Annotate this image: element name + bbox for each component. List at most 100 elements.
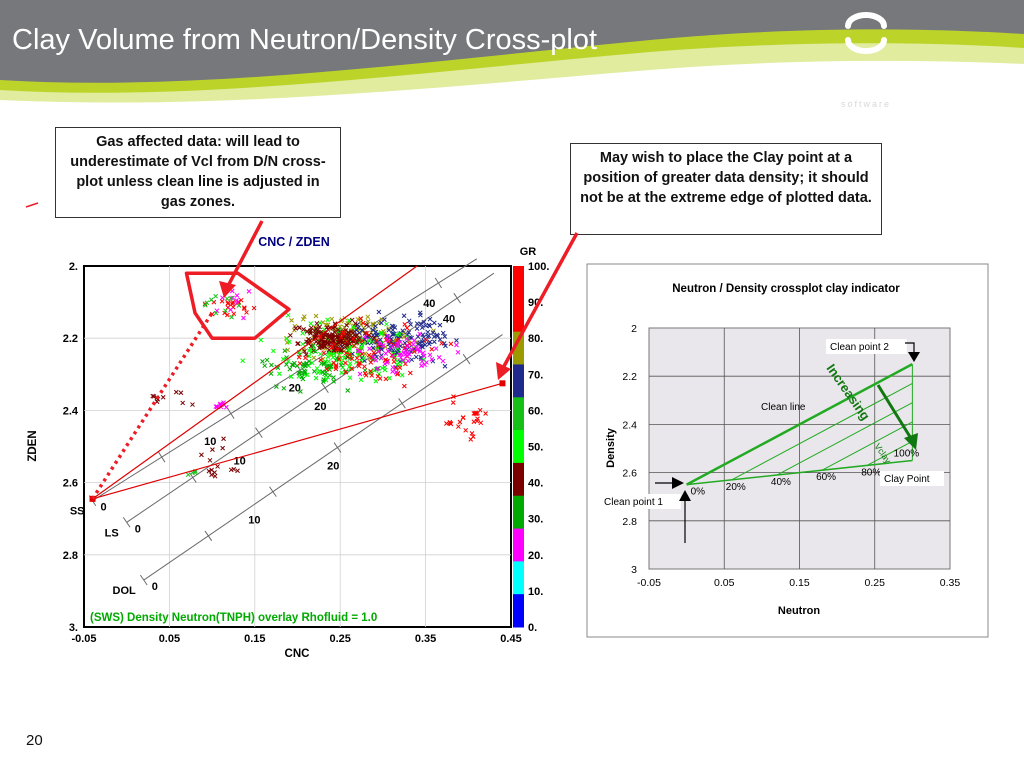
scatter-point <box>350 330 356 336</box>
scatter-point <box>457 419 463 425</box>
colorbar-swatch <box>513 397 524 431</box>
scatter-point <box>347 352 353 357</box>
stray-mark <box>25 202 39 208</box>
header-white-base <box>0 60 1024 125</box>
lithology-name-label: SS <box>70 506 85 518</box>
vclay-line <box>731 382 913 481</box>
scatter-point <box>356 361 361 366</box>
scatter-point <box>306 353 312 359</box>
scatter-point <box>325 317 330 323</box>
scatter-point <box>401 313 407 319</box>
scatter-point <box>363 330 368 336</box>
scatter-point <box>362 364 367 369</box>
scatter-point <box>427 339 433 345</box>
y-tick-label: 2.6 <box>63 478 78 490</box>
scatter-point <box>301 326 306 332</box>
scatter-point <box>334 334 340 340</box>
lithology-name-label: LS <box>105 527 119 539</box>
scatter-point <box>242 306 247 311</box>
lithology-line-ls <box>126 272 495 523</box>
scatter-point <box>284 362 289 367</box>
scatter-point <box>477 407 483 413</box>
scatter-point <box>331 342 337 347</box>
scatter-point <box>344 343 350 348</box>
scatter-point <box>203 302 208 308</box>
scatter-point <box>234 293 240 298</box>
scatter-point <box>414 321 420 326</box>
scatter-point <box>338 348 344 353</box>
lithology-line-dol <box>143 334 503 581</box>
scatter-point <box>383 376 389 382</box>
scatter-point <box>151 394 157 399</box>
slide-number: 20 <box>26 732 43 749</box>
clay-point-label-bg <box>880 471 944 486</box>
scatter-point <box>402 383 407 389</box>
scatter-point <box>431 320 437 326</box>
lithology-porosity-label: 40 <box>443 314 455 326</box>
scatter-point <box>355 325 361 331</box>
scatter-point <box>331 360 336 366</box>
scatter-point <box>178 390 184 396</box>
scatter-point <box>360 320 366 326</box>
scatter-point <box>304 329 310 334</box>
scatter-point <box>418 312 423 318</box>
scatter-point <box>290 362 296 368</box>
scatter-point <box>317 324 322 330</box>
colorbar-tick-label: 100. <box>528 261 549 273</box>
vclay-percent-label: 20% <box>726 482 746 493</box>
scatter-point <box>213 310 219 316</box>
right-y-tick-label: 2.4 <box>622 419 637 431</box>
scatter-point <box>314 321 320 326</box>
scatter-point <box>447 420 453 426</box>
scatter-point <box>310 343 316 349</box>
scatter-point <box>382 317 387 323</box>
scatter-point <box>287 332 293 338</box>
scatter-point <box>288 374 294 379</box>
lithology-tick-mark <box>227 408 235 419</box>
scatter-point <box>209 472 214 478</box>
scatter-point <box>384 360 390 365</box>
left-y-axis-label: ZDEN <box>27 430 39 461</box>
scatter-point <box>387 375 392 381</box>
scatter-point <box>377 376 383 381</box>
scatter-point <box>345 330 351 335</box>
left-axis-ticks: -0.05 0.05 0.15 0.25 0.35 0.45 2. 2.2 2.4 2.6 2.8 3… <box>63 261 522 645</box>
scatter-point <box>427 316 433 322</box>
scatter-point <box>406 330 412 335</box>
colorbar-tick-label: 30. <box>528 514 543 526</box>
scatter-point <box>282 348 288 354</box>
scatter-point <box>303 355 308 361</box>
scatter-point <box>390 327 396 333</box>
lithology-porosity-label: 20 <box>289 383 301 395</box>
scatter-point <box>405 358 411 364</box>
scatter-point <box>430 330 436 335</box>
scatter-point <box>371 350 377 356</box>
lithology-tick-mark <box>158 451 166 463</box>
scatter-point <box>413 354 419 360</box>
scatter-point <box>338 335 344 340</box>
scatter-point <box>212 473 218 479</box>
scatter-point <box>220 445 225 451</box>
left-x-axis-label: CNC <box>285 648 310 660</box>
scatter-point <box>284 336 290 341</box>
scatter-point <box>331 348 337 354</box>
clay-indicator-chart: Neutron / Density crossplot clay indicat… <box>586 263 989 638</box>
x-tick-label: 0.05 <box>159 633 180 645</box>
colorbar-tick-label: 80. <box>528 333 543 345</box>
scatter-point <box>330 333 335 339</box>
scatter-point <box>304 372 310 378</box>
scatter-point <box>431 334 437 339</box>
scatter-point <box>335 347 341 352</box>
vclay-percent-label: 100% <box>894 449 920 460</box>
scatter-point <box>223 404 229 410</box>
clean-point-2-label-bg <box>826 339 907 354</box>
x-tick-label: 0.25 <box>329 633 350 645</box>
scatter-point <box>308 330 313 336</box>
scatter-point <box>397 352 403 358</box>
scatter-points <box>89 265 506 502</box>
colorbar-swatch <box>513 495 524 530</box>
gas-effect-callout: Gas affected data: will lead to underest… <box>55 127 341 218</box>
colorbar-swatch <box>513 462 524 497</box>
